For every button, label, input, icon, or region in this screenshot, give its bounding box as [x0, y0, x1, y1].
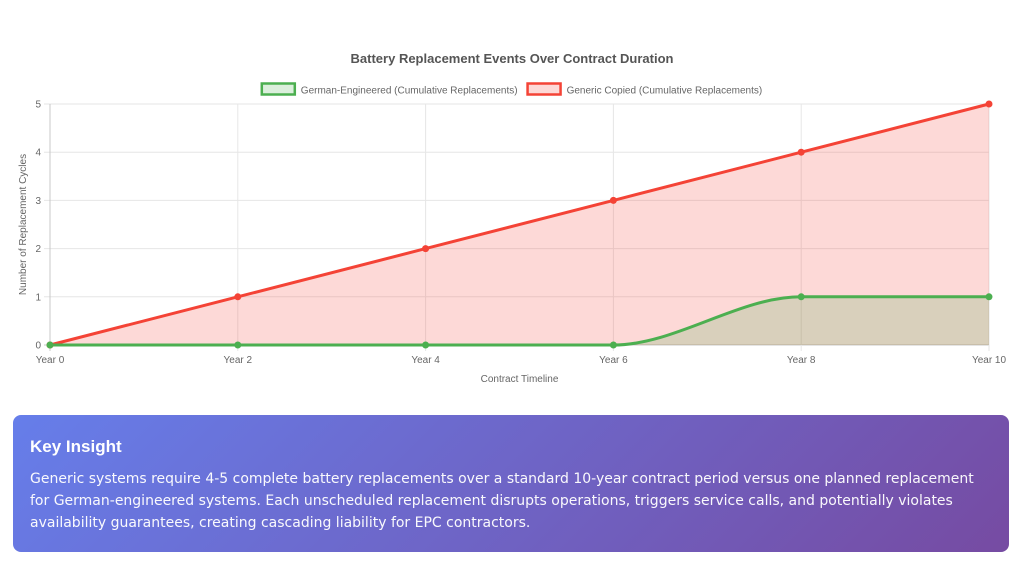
y-tick-label: 0 [35, 341, 41, 352]
data-point [234, 293, 242, 301]
x-tick-label: Year 10 [972, 355, 1007, 366]
data-point [985, 100, 993, 108]
x-tick-label: Year 6 [599, 355, 628, 366]
legend-swatch [260, 82, 297, 96]
legend-label: Generic Copied (Cumulative Replacements) [567, 86, 763, 97]
key-insight-panel: Key Insight Generic systems require 4-5 … [13, 415, 1009, 552]
line-chart: Battery Replacement Events Over Contract… [18, 51, 1007, 385]
x-tick-label: Year 0 [36, 355, 65, 366]
legend-swatch [526, 82, 562, 96]
y-tick-label: 2 [35, 244, 41, 255]
data-point [797, 293, 805, 301]
x-tick-label: Year 2 [224, 355, 253, 366]
chart-container: Battery Replacement Events Over Contract… [18, 51, 1007, 385]
x-axis-title: Contract Timeline [481, 374, 559, 385]
data-point [609, 341, 617, 349]
y-tick-label: 1 [35, 292, 41, 303]
data-point [422, 245, 430, 253]
data-point [797, 148, 805, 156]
data-point [985, 293, 993, 301]
data-point [46, 341, 54, 349]
data-point [609, 196, 617, 204]
chart-title: Battery Replacement Events Over Contract… [351, 51, 674, 66]
data-point [234, 341, 242, 349]
series-line-0 [49, 295, 989, 347]
y-tick-label: 3 [35, 196, 41, 207]
key-insight-title: Key Insight [30, 437, 122, 456]
key-insight-text: Generic systems require 4-5 complete bat… [30, 471, 974, 531]
series-line-1 [49, 102, 990, 347]
x-tick-label: Year 4 [411, 355, 440, 366]
y-tick-label: 4 [35, 148, 41, 159]
x-tick-label: Year 8 [787, 355, 816, 366]
data-point [422, 341, 430, 349]
y-tick-label: 5 [35, 100, 41, 111]
legend-label: German-Engineered (Cumulative Replacemen… [301, 86, 518, 97]
y-axis-title: Number of Replacement Cycles [18, 154, 29, 295]
series-area-0 [50, 296, 989, 345]
